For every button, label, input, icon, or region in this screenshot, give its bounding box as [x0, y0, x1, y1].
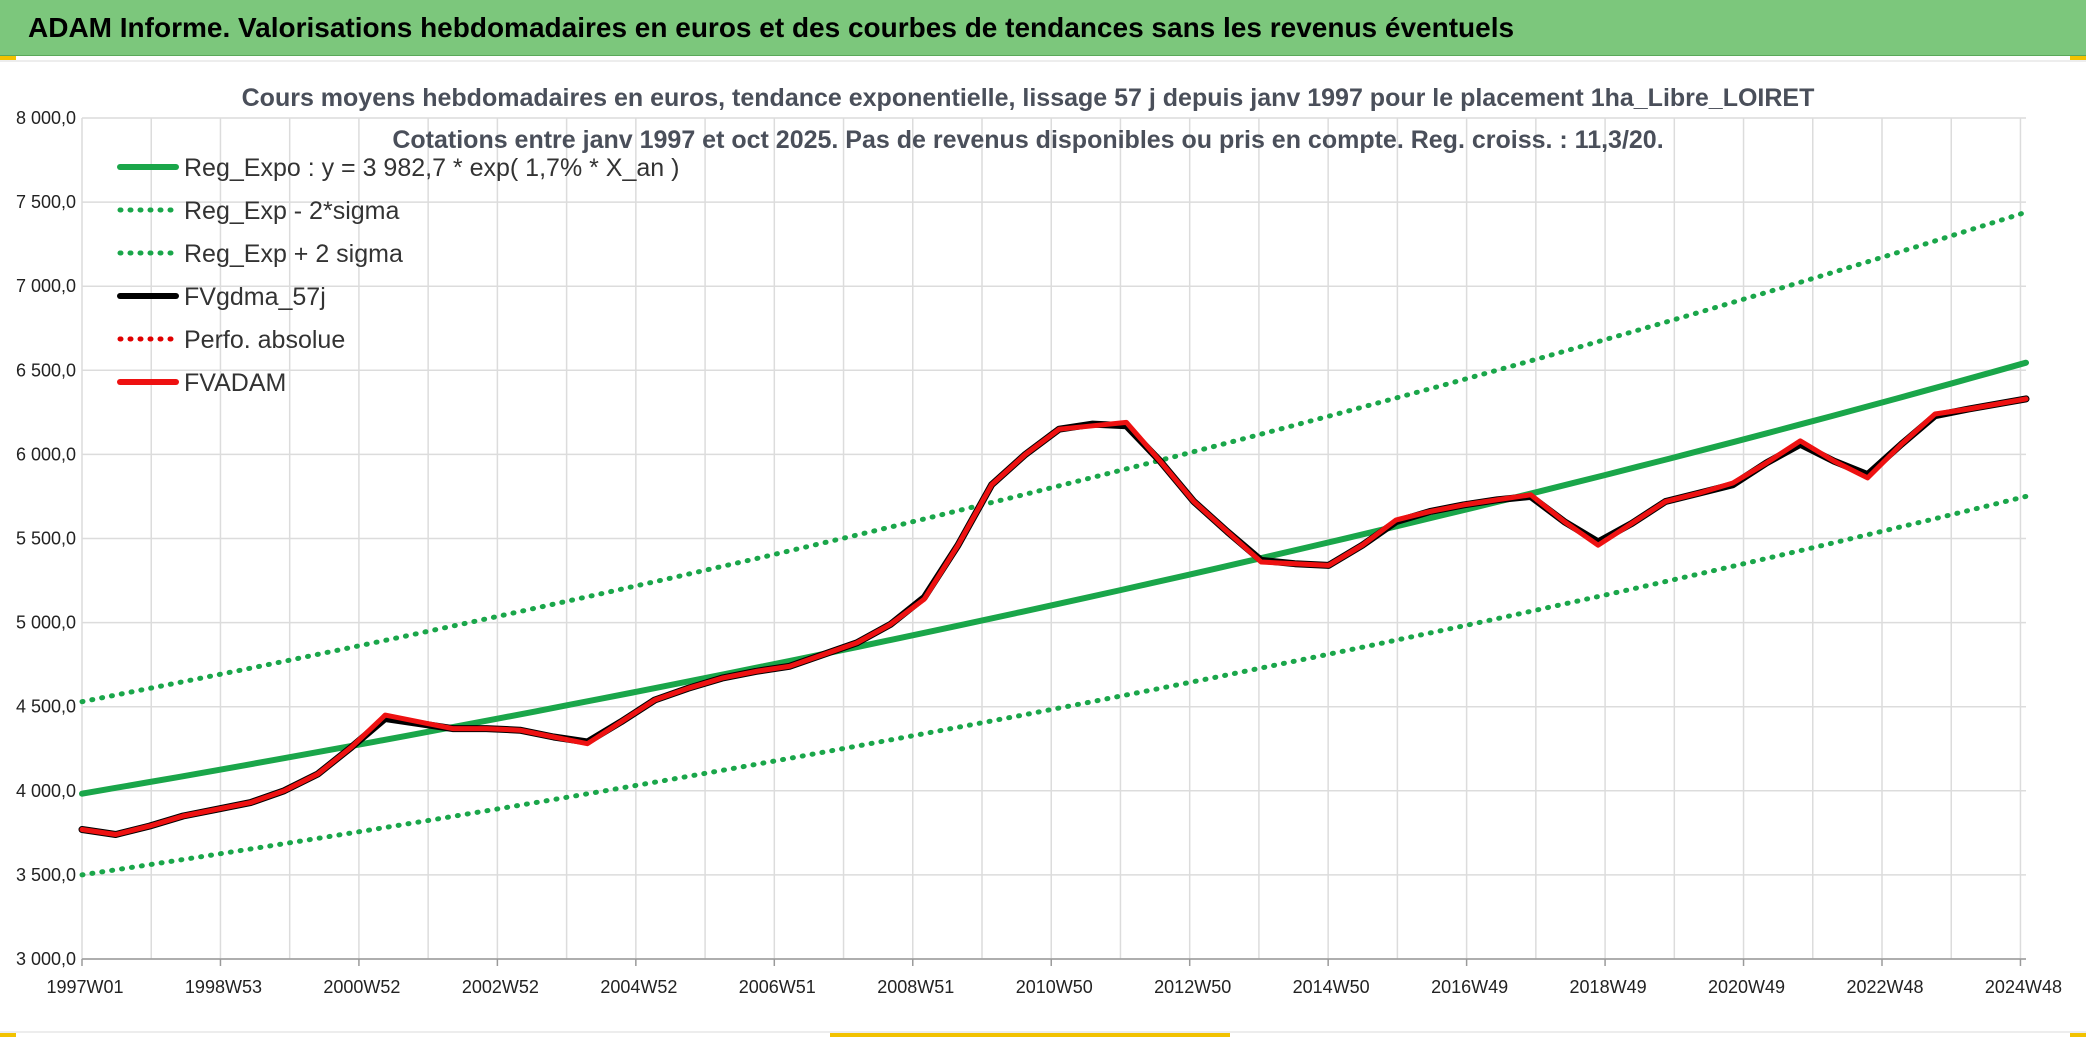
frame-line [0, 60, 2086, 62]
series-reg-expo [79, 359, 2029, 797]
y-tick-label: 5 500,0 [16, 529, 76, 549]
x-tick-label: 2016W49 [1431, 977, 1508, 997]
x-tick-label: 2006W51 [739, 977, 816, 997]
chart-subtitle: Cotations entre janv 1997 et oct 2025. P… [392, 126, 1663, 154]
corner-mark-bottom-right [2070, 1033, 2086, 1037]
x-tick-label: 2014W50 [1293, 977, 1370, 997]
y-tick-label: 4 000,0 [16, 781, 76, 801]
y-tick-label: 4 500,0 [16, 697, 76, 717]
x-tick-label: 2010W50 [1016, 977, 1093, 997]
chart-title: Cours moyens hebdomadaires en euros, ten… [242, 84, 1815, 112]
grid [81, 117, 2026, 960]
y-tick-label: 3 000,0 [16, 949, 76, 969]
legend-label: Reg_Exp - 2*sigma [184, 197, 399, 225]
legend-label: Reg_Expo : y = 3 982,7 * exp( 1,7% * X_a… [184, 154, 679, 182]
y-tick-label: 6 500,0 [16, 360, 76, 380]
x-tick-label: 2008W51 [877, 977, 954, 997]
legend-label: FVADAM [184, 369, 286, 397]
y-tick-label: 3 500,0 [16, 865, 76, 885]
x-tick-label: 2024W48 [1985, 977, 2062, 997]
x-tick-label: 1997W01 [46, 977, 123, 997]
y-tick-label: 7 000,0 [16, 276, 76, 296]
corner-mark-bottom-mid [830, 1033, 1230, 1037]
x-tick-label: 2002W52 [462, 977, 539, 997]
y-tick-label: 6 000,0 [16, 444, 76, 464]
series [78, 209, 2030, 878]
y-tick-label: 7 500,0 [16, 192, 76, 212]
series-fvgdma-57j [78, 395, 2030, 838]
x-tick-label: 1998W53 [185, 977, 262, 997]
legend: Reg_Expo : y = 3 982,7 * exp( 1,7% * X_a… [117, 154, 679, 397]
frame-line [0, 1031, 2086, 1033]
legend-label: FVgdma_57j [184, 283, 326, 311]
x-tick-label: 2022W48 [1846, 977, 1923, 997]
x-tick-label: 2000W52 [323, 977, 400, 997]
series-reg-exp-minus-2sigma [79, 493, 2029, 878]
x-tick-label: 2004W52 [600, 977, 677, 997]
report-title: ADAM Informe. Valorisations hebdomadaire… [28, 12, 1515, 43]
trend-chart: 3 000,0 3 500,0 4 000,0 4 500,0 5 000,0 5 500… [16, 84, 2062, 997]
corner-mark-bottom-left [0, 1033, 16, 1037]
series-perfo-absolue [80, 396, 2028, 837]
x-tick-label: 2018W49 [1570, 977, 1647, 997]
report-header: ADAM Informe. Valorisations hebdomadaire… [0, 0, 2086, 56]
corner-mark-top-left [0, 56, 16, 60]
y-tick-label: 8 000,0 [16, 108, 76, 128]
axes: 3 000,0 3 500,0 4 000,0 4 500,0 5 000,0 5 500… [16, 108, 2062, 997]
legend-label: Reg_Exp + 2 sigma [184, 240, 403, 268]
x-tick-label: 2012W50 [1154, 977, 1231, 997]
series-reg-exp-plus-2sigma [79, 209, 2029, 705]
x-tick-label: 2020W49 [1708, 977, 1785, 997]
series-fvadam [79, 396, 2029, 837]
legend-label: Perfo. absolue [184, 326, 345, 354]
corner-mark-top-right [2070, 56, 2086, 60]
y-tick-label: 5 000,0 [16, 613, 76, 633]
